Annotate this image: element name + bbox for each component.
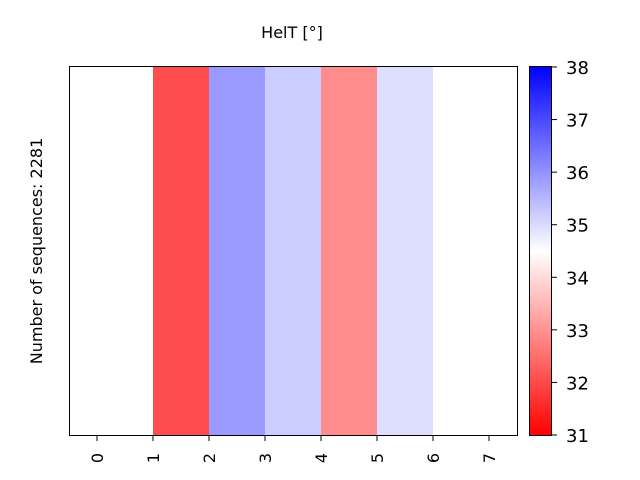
x-tick-label: 4: [312, 453, 331, 463]
x-tick-label: 7: [480, 453, 499, 463]
heatmap-cell: [97, 67, 153, 435]
colorbar-tick-label: 35: [566, 216, 589, 237]
heatmap-cell: [153, 67, 209, 435]
heatmap-cell: [377, 67, 433, 435]
y-axis-label: Number of sequences: 2281: [27, 138, 46, 365]
heatmap-cell: [433, 67, 489, 435]
plot-frame: [69, 66, 518, 436]
x-tick-label: 6: [424, 453, 443, 463]
colorbar-tick-label: 36: [566, 163, 589, 184]
colorbar-tick-label: 37: [566, 111, 589, 132]
x-tick-label: 5: [368, 453, 387, 463]
colorbar: [529, 66, 552, 436]
colorbar-tick-label: 31: [566, 426, 589, 447]
x-axis-ticks: 0 1 2 3 4 5 6 7: [88, 435, 499, 463]
x-tick-label: 2: [200, 453, 219, 463]
colorbar-tick-label: 34: [566, 268, 589, 289]
x-tick-label: 1: [144, 453, 163, 463]
heatmap-cells: [97, 67, 489, 435]
colorbar-ticks: 31 32 33 34 35 36 37 38: [552, 58, 589, 447]
x-tick-label: 0: [88, 453, 107, 463]
heatmap-cell: [321, 67, 377, 435]
heatmap-cell: [209, 67, 265, 435]
x-tick-label: 3: [256, 453, 275, 463]
colorbar-tick-label: 32: [566, 373, 589, 394]
colorbar-tick-label: 38: [566, 58, 589, 79]
chart-title: HelT [°]: [261, 23, 323, 42]
colorbar-tick-label: 33: [566, 321, 589, 342]
heatmap-cell: [265, 67, 321, 435]
